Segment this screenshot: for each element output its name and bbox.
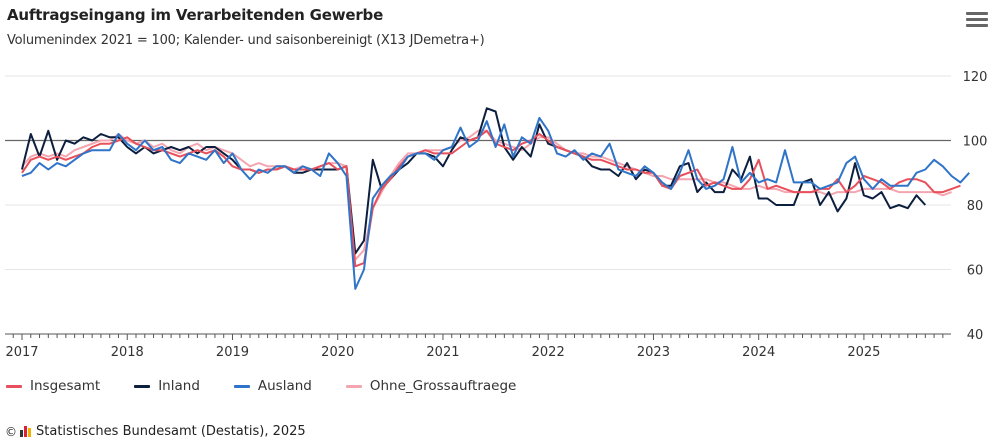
copyright-symbol: © <box>5 424 17 439</box>
chart-title: Auftragseingang im Verarbeitenden Gewerb… <box>7 6 384 24</box>
legend: Insgesamt Inland Ausland Ohne_Grossauftraeg… <box>6 378 550 394</box>
legend-item-ausland[interactable]: Ausland <box>233 378 312 394</box>
legend-swatch <box>345 384 362 388</box>
x-tick-label: 2018 <box>111 345 144 360</box>
series-line-inland[interactable] <box>21 107 927 255</box>
source-text: Statistisches Bundesamt (Destatis), 2025 <box>36 424 306 439</box>
series-line-ausland[interactable] <box>21 116 970 290</box>
line-chart: 40 60 80 100 120 2017 2018 2019 2020 2021 2022 2023… <box>5 70 988 360</box>
y-tick-label: 120 <box>963 70 988 85</box>
chart-subtitle: Volumenindex 2021 = 100; Kalender- und s… <box>7 33 485 48</box>
destatis-logo-icon <box>20 426 32 437</box>
legend-swatch <box>6 384 22 388</box>
x-tick-label: 2025 <box>847 345 880 360</box>
legend-label: Ausland <box>257 378 312 394</box>
y-tick-label: 40 <box>967 328 984 343</box>
x-tick-label: 2019 <box>216 345 249 360</box>
legend-item-ohne_grossauftraege[interactable]: Ohne_Grossauftraege <box>345 378 517 394</box>
series-line-insgesamt[interactable] <box>21 129 961 268</box>
legend-swatch <box>134 384 151 388</box>
footer: © Statistisches Bundesamt (Destatis), 20… <box>5 424 306 439</box>
legend-label: Ohne_Grossauftraege <box>369 378 517 394</box>
y-tick-label: 100 <box>963 135 988 150</box>
x-tick-label: 2021 <box>426 345 459 360</box>
y-tick-label: 60 <box>967 264 984 279</box>
y-tick-label: 80 <box>967 199 984 214</box>
hamburger-menu-icon[interactable] <box>966 12 988 34</box>
legend-item-insgesamt[interactable]: Insgesamt <box>6 378 100 394</box>
x-tick-label: 2023 <box>637 345 670 360</box>
x-tick-label: 2020 <box>321 345 354 360</box>
legend-label: Inland <box>158 378 200 394</box>
x-tick-label: 2017 <box>5 345 38 360</box>
x-tick-label: 2022 <box>532 345 565 360</box>
x-tick-label: 2024 <box>742 345 775 360</box>
legend-item-inland[interactable]: Inland <box>134 378 200 394</box>
legend-label: Insgesamt <box>30 378 101 394</box>
legend-swatch <box>233 384 250 388</box>
